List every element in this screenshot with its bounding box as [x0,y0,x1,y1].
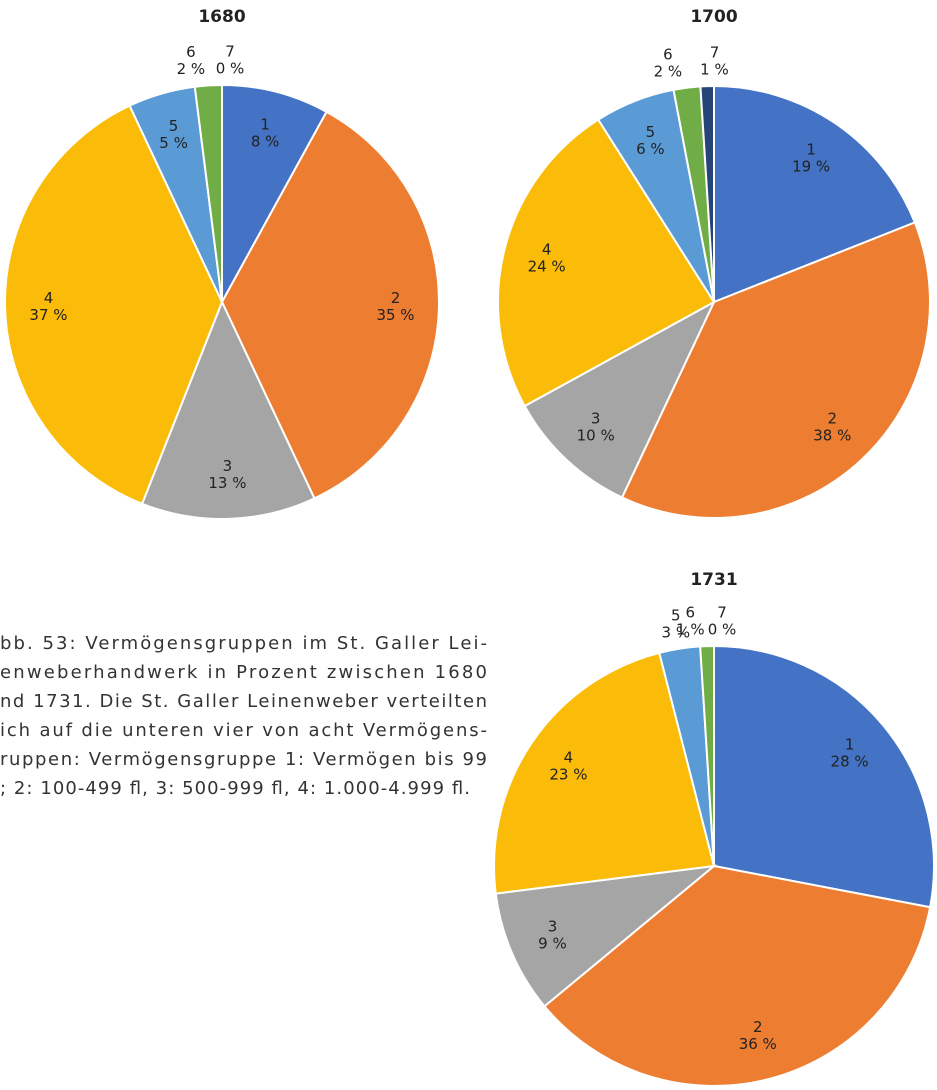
slice-value-label: 23 % [549,766,587,784]
slice-category: 2 [753,1018,763,1036]
caption-line: ich auf die unteren vier von acht Vermög… [0,720,487,741]
slice-category: 5 [671,607,681,625]
pie-slice [140,299,316,520]
caption-line: enweberhandwerk in Prozent zwischen 1680 [0,662,487,683]
pie-slice [493,651,716,895]
slice-value-label: 3 % [662,624,691,642]
slice-value-label: 8 % [251,132,280,150]
slice-category: 4 [542,241,552,259]
slice-category: 6 [663,45,673,63]
caption: bb. 53: Vermögensgruppen im St. Galler L… [0,633,487,799]
slice-category: 1 [806,141,816,159]
chart-title: 1731 [690,570,737,590]
slice-value-label: 1 % [676,621,705,639]
caption-line: ruppen: Vermögensgruppe 1: Vermögen bis … [0,749,487,770]
slice-category: 6 [186,43,196,61]
slice-category: 6 [686,604,696,622]
pie-slice [494,864,718,1008]
pie-slice [713,644,935,909]
slice-value-label: 9 % [538,934,567,952]
chart-title: 1700 [690,7,737,27]
slice-value-label: 19 % [792,158,830,176]
pie-slice [713,84,917,304]
slice-category: 4 [564,749,574,767]
slice-value-label: 38 % [813,426,851,444]
pie-slice [221,83,328,303]
pie-slice [220,110,440,500]
slice-category: 3 [548,917,558,935]
slice-category: 2 [828,409,838,427]
slice-category: 7 [710,44,720,62]
slice-category: 7 [225,43,235,61]
slice-value-label: 24 % [528,258,566,276]
slice-category: 7 [717,604,727,622]
caption-line: ; 2: 100-499 fl, 3: 500-999 fl, 4: 1.000… [0,778,470,799]
slice-category: 1 [845,735,855,753]
slice-category: 4 [44,289,54,307]
slice-category: 2 [391,289,401,307]
slice-value-label: 5 % [159,134,188,152]
slice-value-label: 35 % [376,306,414,324]
chart-title: 1680 [198,7,245,27]
pie-slice [620,221,931,519]
slice-category: 1 [260,115,270,133]
caption-line: bb. 53: Vermögensgruppen im St. Galler L… [0,633,487,654]
pie-slice [543,864,932,1087]
slice-value-label: 0 % [708,621,737,639]
slice-value-label: 36 % [739,1035,777,1053]
slice-category: 5 [169,117,179,135]
slice-category: 5 [646,123,656,141]
pie-slice [4,104,224,506]
slice-value-label: 10 % [577,426,615,444]
pie-slice [193,83,223,303]
slice-value-label: 0 % [216,60,245,78]
slice-value-label: 2 % [654,62,683,80]
pie-slice [699,84,715,303]
slice-value-label: 28 % [831,752,869,770]
pie-slice [699,644,715,867]
pie-slice [523,299,717,499]
pie-slice [497,118,716,408]
slice-value-label: 1 % [700,61,729,79]
caption-line: nd 1731. Die St. Galler Leinenweber vert… [0,691,487,712]
slice-category: 3 [223,457,233,475]
slice-value-label: 13 % [208,474,246,492]
slice-value-label: 6 % [636,140,665,158]
slice-value-label: 37 % [29,306,67,324]
slice-value-label: 2 % [177,60,206,78]
slice-category: 3 [591,409,601,427]
